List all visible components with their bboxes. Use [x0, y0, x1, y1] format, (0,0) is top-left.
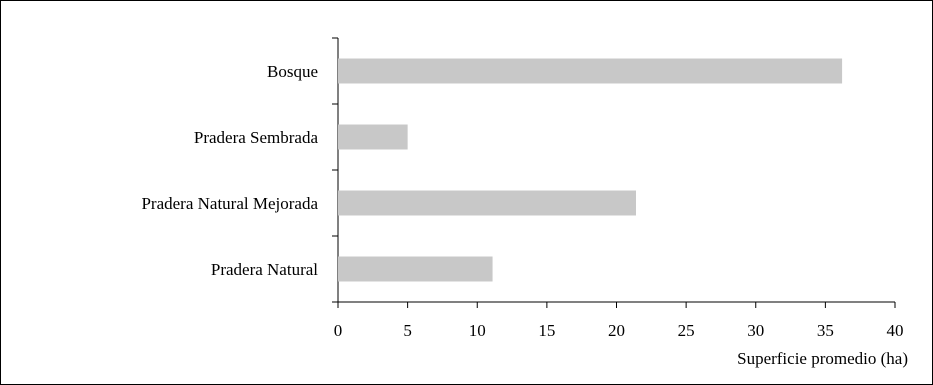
x-tick-label-35: 35	[817, 321, 834, 340]
category-labels: Bosque Pradera Sembrada Pradera Natural Me…	[141, 62, 318, 279]
x-tick-label-40: 40	[887, 321, 904, 340]
category-label-pradera-sembrada: Pradera Sembrada	[194, 128, 319, 147]
category-label-pradera-natural-mejorada: Pradera Natural Mejorada	[141, 194, 318, 213]
category-label-bosque: Bosque	[267, 62, 318, 81]
bar-pradera-sembrada	[338, 124, 408, 150]
x-tick-label-0: 0	[334, 321, 343, 340]
bar-pradera-natural-mejorada	[338, 190, 636, 216]
x-tick-label-20: 20	[608, 321, 625, 340]
x-tick-label-5: 5	[403, 321, 412, 340]
x-axis-ticks	[337, 302, 896, 308]
bar-bosque	[338, 58, 843, 84]
x-tick-label-25: 25	[678, 321, 695, 340]
x-axis-title: Superficie promedio (ha)	[737, 349, 908, 368]
x-tick-label-30: 30	[747, 321, 764, 340]
x-tick-labels: 0 5 10 15 20 25 30 35 40	[334, 321, 904, 340]
y-axis-ticks	[332, 37, 338, 303]
x-tick-label-15: 15	[538, 321, 555, 340]
bar-pradera-natural	[338, 256, 493, 282]
bars-group	[338, 58, 843, 282]
x-tick-label-10: 10	[469, 321, 486, 340]
category-label-pradera-natural: Pradera Natural	[211, 260, 318, 279]
